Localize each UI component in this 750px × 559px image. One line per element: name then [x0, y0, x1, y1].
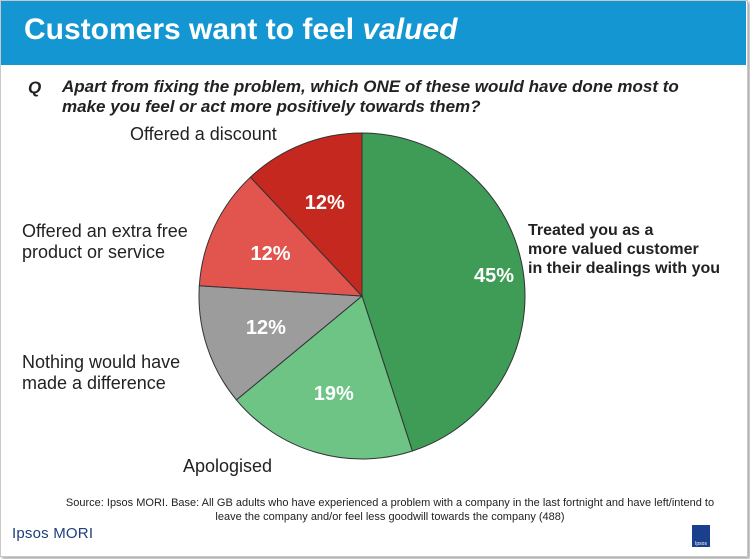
title-bar: Customers want to feel valued — [1, 1, 746, 65]
slice-value-treated-valued: 45% — [474, 265, 514, 287]
slide-title-emphasis: valued — [362, 13, 458, 46]
pie-slice-extra-free — [198, 176, 364, 297]
slice-label-treated-valued: Treated you as a more valued customer in… — [528, 222, 721, 277]
pie-slice-nothing — [198, 285, 364, 401]
ipsos-badge-icon: Ipsos — [692, 525, 710, 547]
ipsos-mori-logo: Ipsos MORI — [12, 525, 94, 542]
question-text: Apart from fixing the problem, which ONE… — [62, 77, 679, 116]
slide-title: Customers want to feel valued — [24, 13, 458, 46]
slice-label-extra-free: Offered an extra free product or service — [22, 221, 188, 262]
question-marker: Q — [28, 78, 42, 97]
slice-label-apologised: Apologised — [183, 456, 273, 476]
pie-slice-discount — [249, 132, 363, 298]
slice-value-discount: 12% — [305, 192, 345, 214]
slice-value-apologised: 19% — [314, 383, 354, 405]
source-note: Source: Ipsos MORI. Base: All GB adults … — [65, 497, 715, 523]
slice-label-discount: Offered a discount — [130, 124, 277, 144]
slice-label-nothing: Nothing would have made a difference — [22, 352, 181, 393]
slice-value-extra-free: 12% — [251, 243, 291, 265]
pie-slice-treated-valued — [361, 132, 526, 452]
pie-slice-apologised — [235, 295, 414, 460]
slice-value-nothing: 12% — [246, 317, 286, 339]
